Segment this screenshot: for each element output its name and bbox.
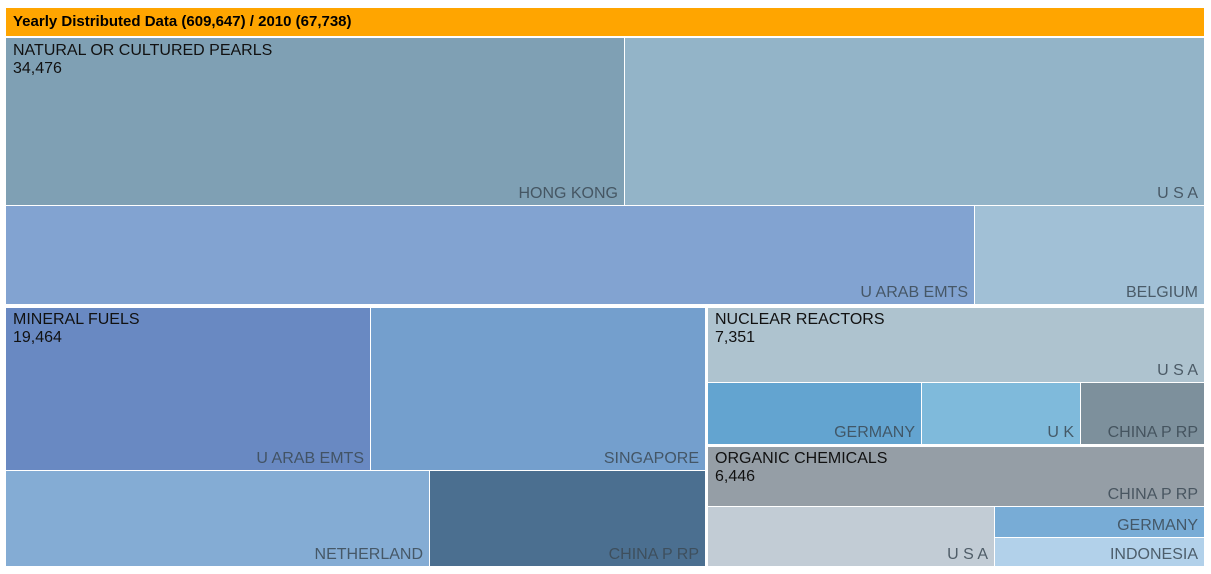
treemap-cell-reactors-3[interactable]: CHINA P RP [1081,383,1204,444]
treemap-cell-label: U ARAB EMTS [860,284,968,301]
treemap-cell-label: U S A [1157,362,1198,379]
treemap-cell-label: BELGIUM [1125,284,1198,301]
treemap-cell-reactors-0[interactable]: U S A [708,308,1204,382]
treemap-cell-reactors-2[interactable]: U K [922,383,1080,444]
treemap-cell-fuels-2[interactable]: NETHERLAND [6,471,429,566]
treemap-cell-reactors-1[interactable]: GERMANY [708,383,921,444]
treemap-cell-organic-0[interactable]: CHINA P RP [708,447,1204,506]
treemap-cell-organic-2[interactable]: GERMANY [995,507,1204,537]
treemap-cell-label: U ARAB EMTS [256,450,364,467]
treemap-cell-label: CHINA P RP [608,546,699,563]
treemap-cell-label: CHINA P RP [1107,486,1198,503]
treemap-cell-label: U K [1047,424,1074,441]
treemap-cell-label: GERMANY [834,424,915,441]
treemap-cell-label: SINGAPORE [603,450,699,467]
treemap-cell-pearls-1[interactable]: U S A [625,38,1204,205]
treemap-cell-label: HONG KONG [518,185,618,202]
treemap-cell-organic-1[interactable]: U S A [708,507,994,566]
treemap-cell-pearls-0[interactable]: HONG KONG [6,38,624,205]
treemap-cell-label: CHINA P RP [1107,424,1198,441]
treemap-header[interactable]: Yearly Distributed Data (609,647) / 2010… [6,8,1204,36]
treemap-cell-label: NETHERLAND [314,546,423,563]
treemap-cell-label: U S A [1157,185,1198,202]
treemap-cell-label: U S A [947,546,988,563]
treemap-cell-pearls-2[interactable]: U ARAB EMTS [6,206,974,304]
treemap-cell-pearls-3[interactable]: BELGIUM [975,206,1204,304]
treemap-cell-fuels-3[interactable]: CHINA P RP [430,471,705,566]
treemap-cell-organic-3[interactable]: INDONESIA [995,538,1204,566]
treemap-cell-fuels-1[interactable]: SINGAPORE [371,308,705,470]
treemap-cell-label: GERMANY [1117,517,1198,534]
treemap-cell-label: INDONESIA [1109,546,1198,563]
treemap-cell-fuels-0[interactable]: U ARAB EMTS [6,308,370,470]
